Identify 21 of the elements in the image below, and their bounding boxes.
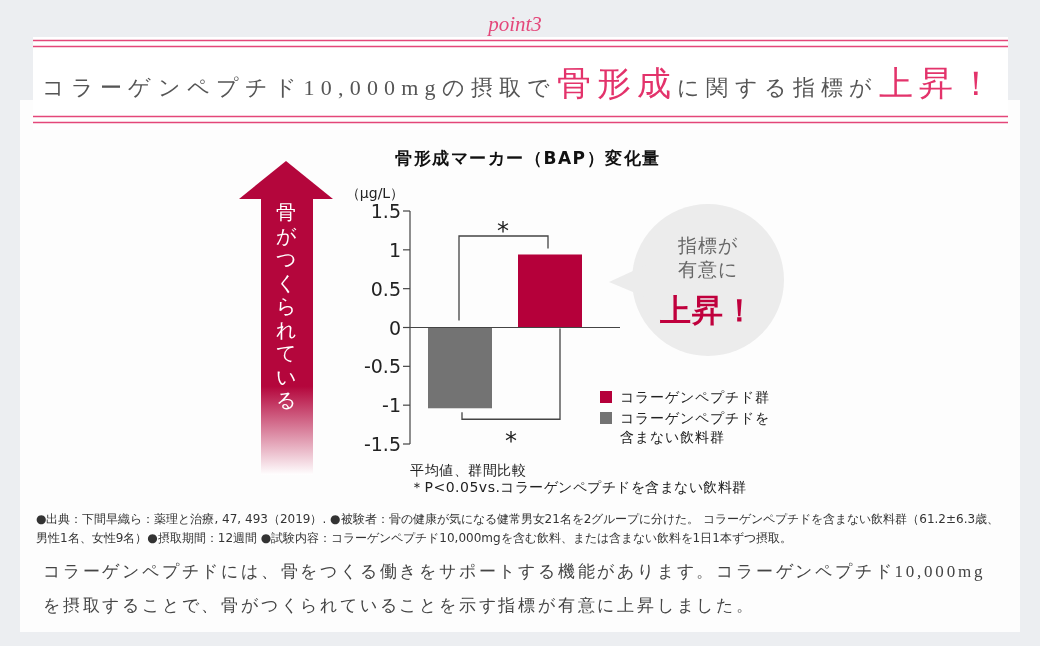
- chart-subtitle: 骨形成マーカー（BAP）変化量: [394, 147, 662, 170]
- text: コラーゲンペプチドには、骨をつくる働きをサポートする機能があります。コラーゲンペプチド10,000mgを摂取することで、骨がつくられていることを示す指標が有意に上昇しました。: [43, 561, 987, 617]
- y-axis-title: （μg/L）: [344, 184, 406, 203]
- y-tick-label: -0.5: [363, 355, 401, 378]
- text: point3: [486, 11, 543, 38]
- annotation: *: [497, 217, 509, 245]
- y-tick-label: -1.5: [363, 433, 401, 455]
- y-tick-label: 1: [388, 238, 401, 261]
- text: ＊P<0.05vs.コラーゲンペプチドを含まない飲料群: [410, 478, 747, 497]
- legend-label: コラーゲンペプチド群: [620, 388, 771, 407]
- y-tick-label: -1: [382, 394, 401, 417]
- legend-label: コラーゲンペプチドを含まない飲料群: [620, 409, 771, 447]
- y-tick-label: 0.5: [370, 277, 401, 300]
- text: 骨がつくられている: [276, 200, 296, 412]
- text: 平均値、群間比較: [410, 461, 526, 480]
- text: 指標が有意に上昇！: [659, 233, 757, 328]
- annotation: *: [505, 427, 517, 456]
- chart-title: コラーゲンペプチド10,000mgの摂取で骨形成に関する指標が上昇！: [40, 64, 1001, 104]
- text: ●出典：下間早織ら：薬理と治療, 47, 493（2019）. ●被験者：骨の健康が気になる健常男女21名を2グループに分けた。 コラーゲンペプチドを含まない飲料群（61.2±6.3歳、男性1名、女性9名）●摂取期間：12週間 ●試験内容：コラーゲンペプチド10,000mgを含む飲料、または含まない飲料を1日1本ずつ摂取。: [36, 511, 1001, 547]
- y-tick-label: 1.5: [370, 200, 401, 222]
- y-tick-label: 0: [388, 316, 401, 339]
